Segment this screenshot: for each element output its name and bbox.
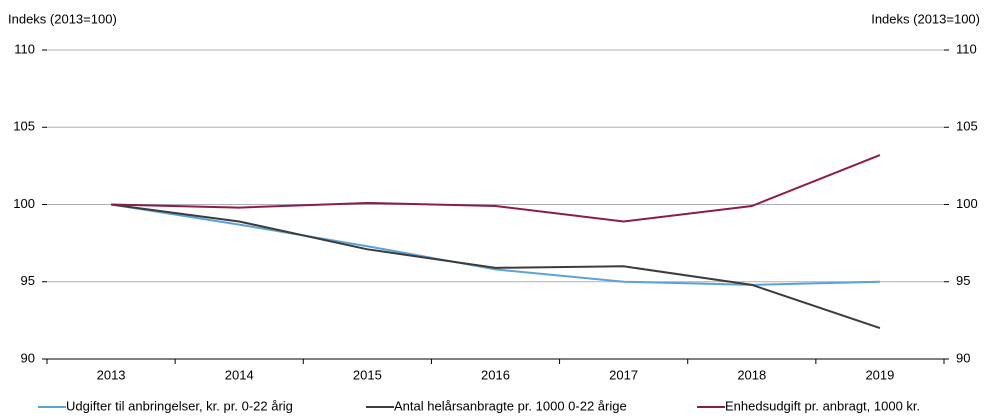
x-tick-label: 2013: [97, 367, 126, 382]
y-tick-label: 95: [21, 273, 35, 288]
series-line: [110, 203, 880, 286]
y-tick-label: 100: [13, 196, 35, 211]
legend-label: Enhedsudgift pr. anbragt, 1000 kr.: [725, 398, 920, 413]
y-tick-label: 105: [13, 119, 35, 134]
y-tick-label: 110: [14, 41, 35, 56]
y-axis-title: Indeks (2013=100): [8, 11, 117, 26]
y2-tick-label: 105: [956, 119, 978, 134]
y2-tick-label: 110: [956, 41, 977, 56]
y2-tick-label: 95: [956, 273, 970, 288]
legend-label: Udgifter til anbringelser, kr. pr. 0-22 …: [66, 398, 293, 413]
y2-axis-title: Indeks (2013=100): [871, 11, 980, 26]
x-tick-label: 2017: [609, 367, 638, 382]
x-tick-label: 2016: [481, 367, 510, 382]
y2-tick-label: 90: [956, 350, 970, 365]
x-tick-label: 2014: [225, 367, 254, 382]
y-tick-label: 90: [21, 350, 35, 365]
legend-label: Antal helårsanbragte pr. 1000 0-22 årige: [394, 398, 627, 413]
series-line: [111, 154, 881, 223]
y2-tick-label: 100: [956, 196, 978, 211]
x-tick-label: 2015: [353, 367, 382, 382]
x-tick-label: 2018: [737, 367, 766, 382]
x-tick-label: 2019: [865, 367, 894, 382]
series-line: [110, 203, 881, 330]
